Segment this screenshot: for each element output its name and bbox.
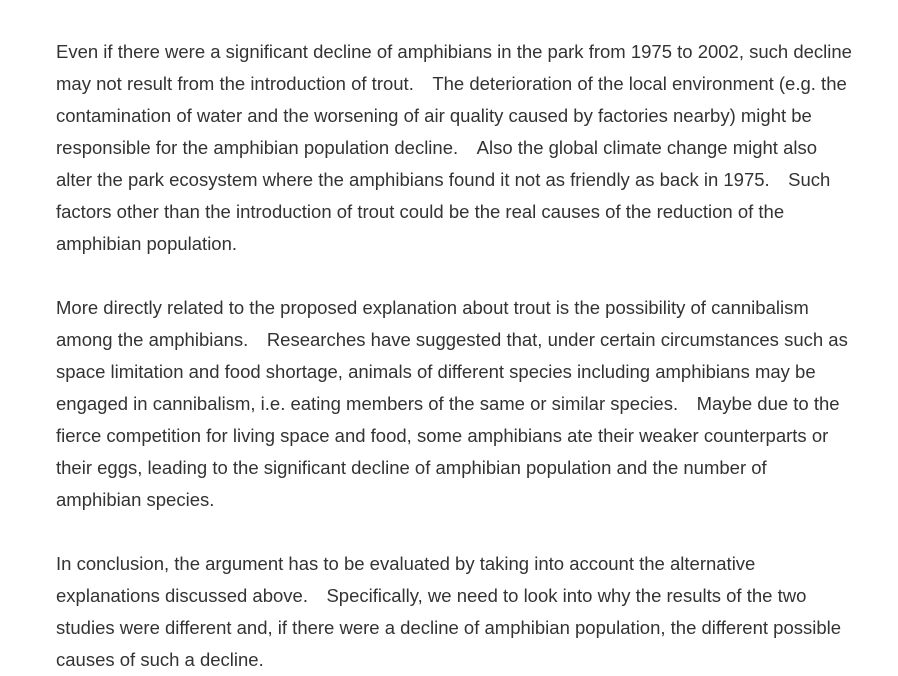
paragraph-cannibalism: More directly related to the proposed ex… bbox=[56, 297, 853, 510]
paragraph-conclusion: In conclusion, the argument has to be ev… bbox=[56, 553, 847, 670]
document-body: Even if there were a significant decline… bbox=[56, 36, 856, 676]
paragraph-alternative-causes: Even if there were a significant decline… bbox=[56, 41, 858, 254]
